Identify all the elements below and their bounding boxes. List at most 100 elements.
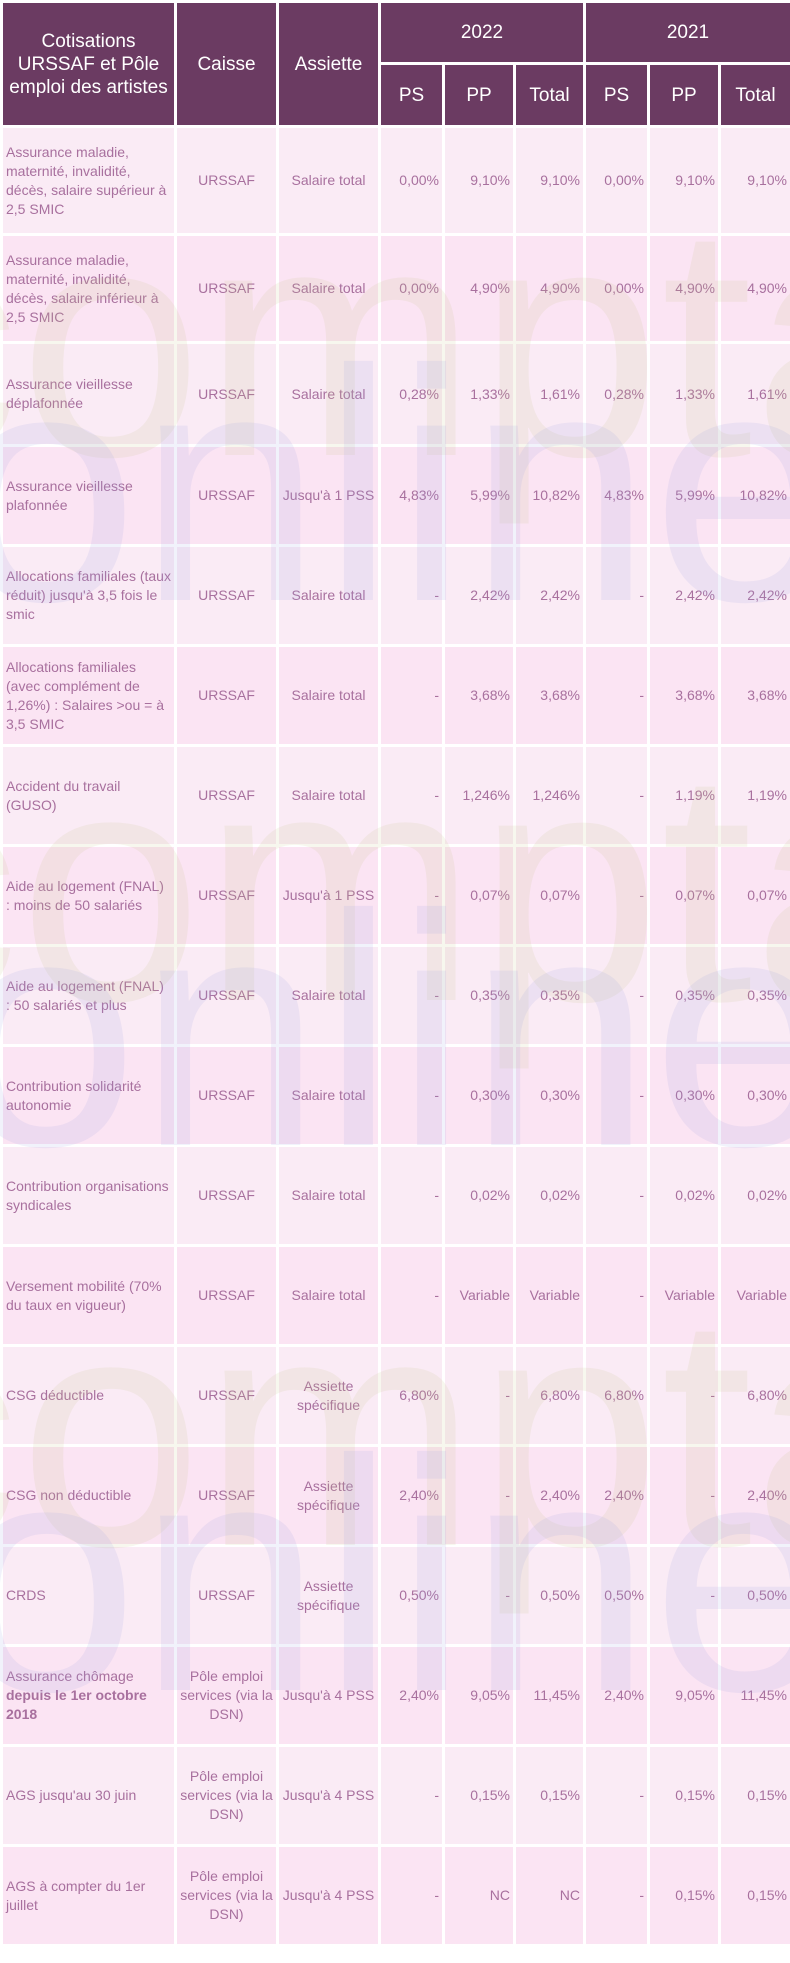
cell-cotisation: CRDS <box>0 1544 177 1647</box>
cell-cotisation: AGS jusqu'au 30 juin <box>0 1744 177 1847</box>
cell-ps-2021: 4,83% <box>583 444 650 547</box>
cell-total-2022: 0,30% <box>513 1044 586 1147</box>
cell-ps-2022: - <box>378 844 445 947</box>
header-pp-2021: PP <box>647 62 721 128</box>
cell-ps-2022: - <box>378 644 445 747</box>
cell-pp-2021: 1,33% <box>647 341 721 447</box>
cell-assiette: Assiette spécifique <box>276 1344 381 1447</box>
cotisation-label-emphasis: depuis le 1er octobre 2018 <box>6 1687 147 1722</box>
cell-caisse: URSSAF <box>174 1244 279 1347</box>
cell-ps-2022: 0,00% <box>378 125 445 236</box>
cell-total-2022: 1,246% <box>513 744 586 847</box>
cell-cotisation: Allocations familiales (avec complément … <box>0 644 177 747</box>
cell-total-2021: 0,02% <box>718 1144 790 1247</box>
cell-caisse: URSSAF <box>174 644 279 747</box>
cell-ps-2021: - <box>583 1744 650 1847</box>
cell-cotisation: Allocations familiales (taux réduit) jus… <box>0 544 177 647</box>
cell-pp-2021: - <box>647 1444 721 1547</box>
cell-caisse: URSSAF <box>174 944 279 1047</box>
cell-ps-2021: 2,40% <box>583 1444 650 1547</box>
cell-ps-2021: 6,80% <box>583 1344 650 1447</box>
cell-total-2021: 2,40% <box>718 1444 790 1547</box>
cell-pp-2022: - <box>442 1344 516 1447</box>
cell-cotisation: CSG déductible <box>0 1344 177 1447</box>
cell-total-2022: 1,61% <box>513 341 586 447</box>
cell-pp-2021: 2,42% <box>647 544 721 647</box>
header-pp-2022: PP <box>442 62 516 128</box>
cell-ps-2021: 0,50% <box>583 1544 650 1647</box>
cell-cotisation: Assurance vieillesse plafonnée <box>0 444 177 547</box>
cell-assiette: Assiette spécifique <box>276 1444 381 1547</box>
cell-ps-2022: - <box>378 744 445 847</box>
cell-total-2022: 2,42% <box>513 544 586 647</box>
cell-ps-2022: - <box>378 544 445 647</box>
cell-total-2021: 0,35% <box>718 944 790 1047</box>
table-row: Contribution solidarité autonomie URSSAF S… <box>0 1044 790 1147</box>
cell-total-2021: 1,19% <box>718 744 790 847</box>
cell-caisse: Pôle emploi services (via la DSN) <box>174 1644 279 1747</box>
cell-pp-2022: 0,30% <box>442 1044 516 1147</box>
cell-caisse: URSSAF <box>174 341 279 447</box>
cell-caisse: URSSAF <box>174 1544 279 1647</box>
cell-pp-2022: - <box>442 1544 516 1647</box>
cell-total-2021: 0,15% <box>718 1844 790 1947</box>
cell-total-2022: 10,82% <box>513 444 586 547</box>
cell-assiette: Salaire total <box>276 341 381 447</box>
header-year-2021: 2021 <box>583 0 790 65</box>
cell-pp-2022: Variable <box>442 1244 516 1347</box>
cell-total-2022: 0,02% <box>513 1144 586 1247</box>
cell-cotisation: Assurance vieillesse déplafonnée <box>0 341 177 447</box>
cell-pp-2022: 5,99% <box>442 444 516 547</box>
cell-total-2022: 11,45% <box>513 1644 586 1747</box>
cell-ps-2022: - <box>378 1844 445 1947</box>
cell-pp-2021: 1,19% <box>647 744 721 847</box>
cell-caisse: URSSAF <box>174 233 279 344</box>
cell-pp-2021: 0,07% <box>647 844 721 947</box>
cell-pp-2022: 1,33% <box>442 341 516 447</box>
cell-assiette: Salaire total <box>276 1144 381 1247</box>
cell-ps-2021: 2,40% <box>583 1644 650 1747</box>
cell-ps-2022: 2,40% <box>378 1444 445 1547</box>
cell-pp-2022: 0,02% <box>442 1144 516 1247</box>
cell-ps-2022: - <box>378 1044 445 1147</box>
header-assiette: Assiette <box>276 0 381 128</box>
cell-ps-2022: - <box>378 1244 445 1347</box>
cell-pp-2021: Variable <box>647 1244 721 1347</box>
cell-caisse: URSSAF <box>174 1144 279 1247</box>
table-row: Allocations familiales (taux réduit) jus… <box>0 544 790 647</box>
cell-total-2021: 9,10% <box>718 125 790 236</box>
cell-total-2021: 0,50% <box>718 1544 790 1647</box>
cell-ps-2022: 2,40% <box>378 1644 445 1747</box>
cell-pp-2021: - <box>647 1344 721 1447</box>
cell-cotisation: Accident du travail (GUSO) <box>0 744 177 847</box>
cell-caisse: URSSAF <box>174 844 279 947</box>
cell-ps-2022: 0,28% <box>378 341 445 447</box>
cell-assiette: Salaire total <box>276 1244 381 1347</box>
cell-ps-2021: - <box>583 1844 650 1947</box>
cell-cotisation: Assurance maladie, maternité, invalidité… <box>0 233 177 344</box>
cell-caisse: URSSAF <box>174 444 279 547</box>
cell-cotisation: Assurance maladie, maternité, invalidité… <box>0 125 177 236</box>
cell-total-2022: 9,10% <box>513 125 586 236</box>
table-row: Aide au logement (FNAL) : 50 salariés et… <box>0 944 790 1047</box>
table-row: Assurance maladie, maternité, invalidité… <box>0 125 790 236</box>
cell-pp-2021: - <box>647 1544 721 1647</box>
cell-total-2022: 4,90% <box>513 233 586 344</box>
cell-pp-2021: 9,10% <box>647 125 721 236</box>
cell-pp-2022: 4,90% <box>442 233 516 344</box>
cell-ps-2022: - <box>378 1744 445 1847</box>
cell-pp-2022: 3,68% <box>442 644 516 747</box>
cell-total-2021: 11,45% <box>718 1644 790 1747</box>
table-row: CSG déductible URSSAF Assiette spécifique 6… <box>0 1344 790 1447</box>
cell-assiette: Salaire total <box>276 644 381 747</box>
cell-ps-2021: - <box>583 944 650 1047</box>
cell-caisse: URSSAF <box>174 1344 279 1447</box>
cell-assiette: Jusqu'à 1 PSS <box>276 444 381 547</box>
table-row: AGS jusqu'au 30 juin Pôle emploi services… <box>0 1744 790 1847</box>
cell-ps-2022: 6,80% <box>378 1344 445 1447</box>
cell-pp-2021: 0,30% <box>647 1044 721 1147</box>
cell-cotisation: Assurance chômage depuis le 1er octobre … <box>0 1644 177 1747</box>
cell-ps-2021: - <box>583 1144 650 1247</box>
cell-total-2021: 1,61% <box>718 341 790 447</box>
